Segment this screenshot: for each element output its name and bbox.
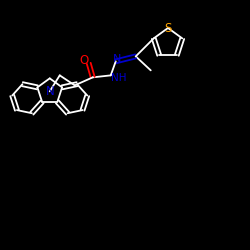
Text: O: O [79, 54, 88, 67]
Text: N: N [112, 54, 121, 64]
Text: N: N [46, 85, 55, 98]
Text: NH: NH [111, 73, 126, 83]
Text: S: S [164, 22, 172, 35]
